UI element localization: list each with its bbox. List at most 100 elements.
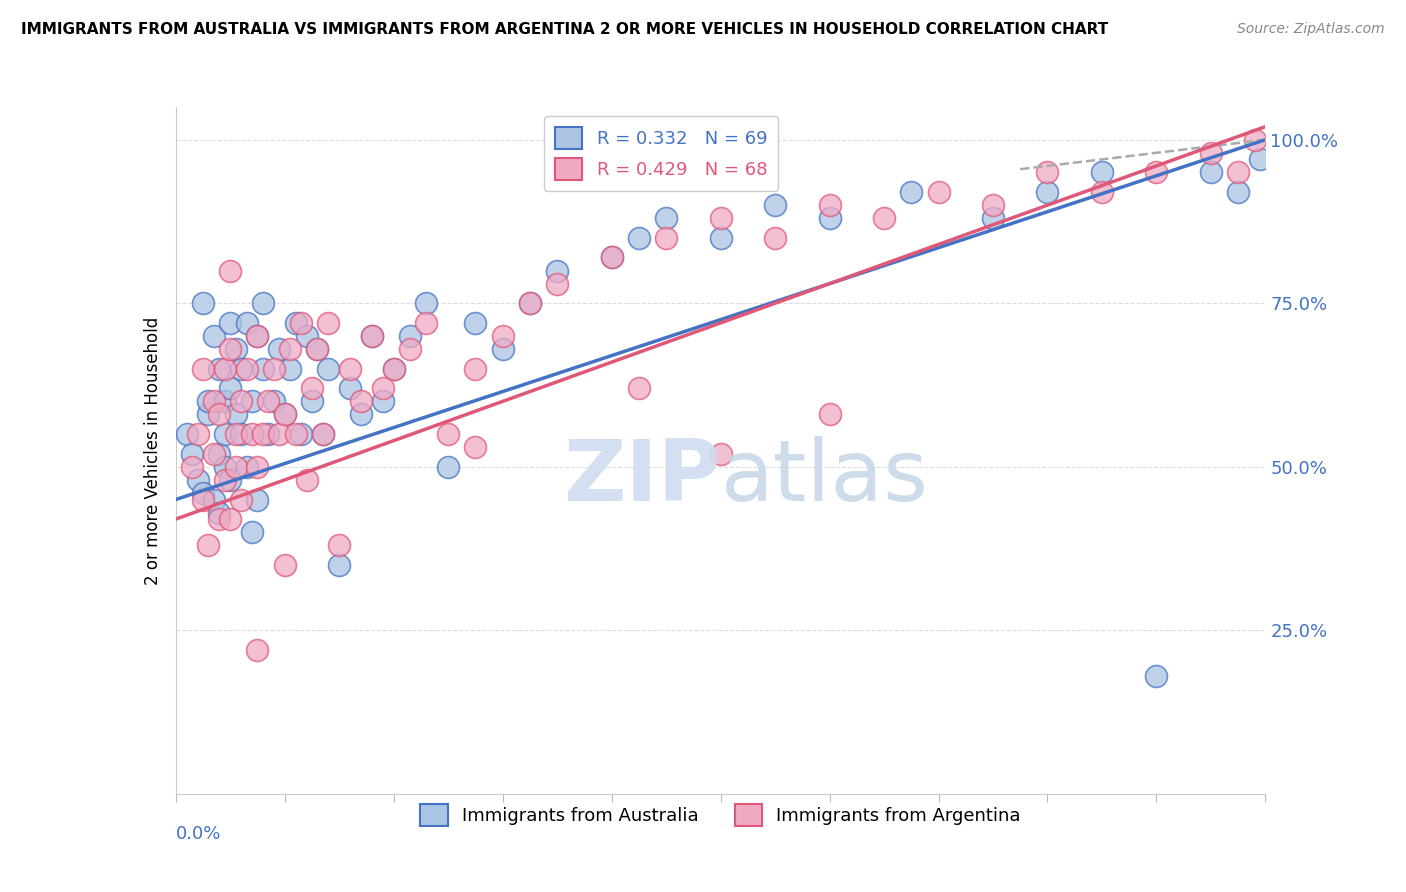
Point	[219, 381, 242, 395]
Point	[339, 361, 361, 376]
Point	[1036, 165, 1059, 179]
Point	[197, 394, 219, 409]
Point	[1036, 185, 1059, 199]
Point	[214, 473, 236, 487]
Point	[257, 394, 280, 409]
Point	[263, 361, 285, 376]
Point	[415, 296, 437, 310]
Point	[763, 231, 786, 245]
Point	[900, 185, 922, 199]
Point	[1144, 165, 1167, 179]
Point	[928, 185, 950, 199]
Point	[312, 427, 335, 442]
Point	[627, 231, 650, 245]
Point	[240, 427, 263, 442]
Point	[1091, 165, 1114, 179]
Point	[208, 447, 231, 461]
Point	[252, 427, 274, 442]
Point	[202, 394, 225, 409]
Point	[191, 296, 214, 310]
Point	[873, 211, 896, 226]
Point	[225, 459, 247, 474]
Point	[600, 251, 623, 265]
Point	[318, 316, 340, 330]
Point	[437, 427, 460, 442]
Point	[710, 211, 733, 226]
Point	[981, 211, 1004, 226]
Point	[818, 408, 841, 422]
Point	[257, 427, 280, 442]
Point	[219, 316, 242, 330]
Y-axis label: 2 or more Vehicles in Household: 2 or more Vehicles in Household	[143, 317, 162, 584]
Point	[263, 394, 285, 409]
Point	[318, 361, 340, 376]
Point	[235, 316, 257, 330]
Point	[464, 361, 486, 376]
Point	[627, 381, 650, 395]
Point	[284, 427, 307, 442]
Point	[274, 558, 297, 572]
Point	[818, 198, 841, 212]
Point	[382, 361, 405, 376]
Point	[176, 427, 198, 442]
Point	[219, 263, 242, 277]
Point	[186, 473, 209, 487]
Point	[278, 342, 301, 356]
Point	[301, 381, 323, 395]
Text: atlas: atlas	[721, 436, 928, 519]
Point	[655, 231, 678, 245]
Point	[208, 512, 231, 526]
Point	[219, 342, 242, 356]
Point	[290, 427, 312, 442]
Point	[307, 342, 329, 356]
Point	[197, 538, 219, 552]
Point	[208, 506, 231, 520]
Point	[301, 394, 323, 409]
Point	[202, 447, 225, 461]
Point	[399, 329, 422, 343]
Text: IMMIGRANTS FROM AUSTRALIA VS IMMIGRANTS FROM ARGENTINA 2 OR MORE VEHICLES IN HOU: IMMIGRANTS FROM AUSTRALIA VS IMMIGRANTS …	[21, 22, 1108, 37]
Point	[1249, 153, 1271, 167]
Point	[981, 198, 1004, 212]
Point	[225, 408, 247, 422]
Point	[191, 486, 214, 500]
Point	[214, 459, 236, 474]
Point	[339, 381, 361, 395]
Point	[246, 459, 269, 474]
Point	[360, 329, 382, 343]
Point	[655, 211, 678, 226]
Point	[399, 342, 422, 356]
Point	[278, 361, 301, 376]
Point	[231, 361, 253, 376]
Point	[191, 492, 214, 507]
Point	[214, 427, 236, 442]
Point	[1199, 145, 1222, 160]
Point	[350, 408, 373, 422]
Point	[437, 459, 460, 474]
Point	[240, 394, 263, 409]
Point	[231, 492, 253, 507]
Point	[371, 381, 394, 395]
Point	[246, 329, 269, 343]
Point	[295, 329, 318, 343]
Point	[225, 427, 247, 442]
Text: 0.0%: 0.0%	[176, 825, 221, 843]
Point	[1227, 185, 1250, 199]
Point	[464, 316, 486, 330]
Point	[235, 459, 257, 474]
Point	[219, 473, 242, 487]
Point	[295, 473, 318, 487]
Point	[763, 198, 786, 212]
Point	[360, 329, 382, 343]
Point	[208, 408, 231, 422]
Point	[225, 342, 247, 356]
Point	[208, 361, 231, 376]
Point	[246, 492, 269, 507]
Point	[202, 329, 225, 343]
Point	[219, 512, 242, 526]
Point	[269, 342, 291, 356]
Point	[186, 427, 209, 442]
Legend: Immigrants from Australia, Immigrants from Argentina: Immigrants from Australia, Immigrants fr…	[413, 797, 1028, 833]
Point	[202, 492, 225, 507]
Point	[290, 316, 312, 330]
